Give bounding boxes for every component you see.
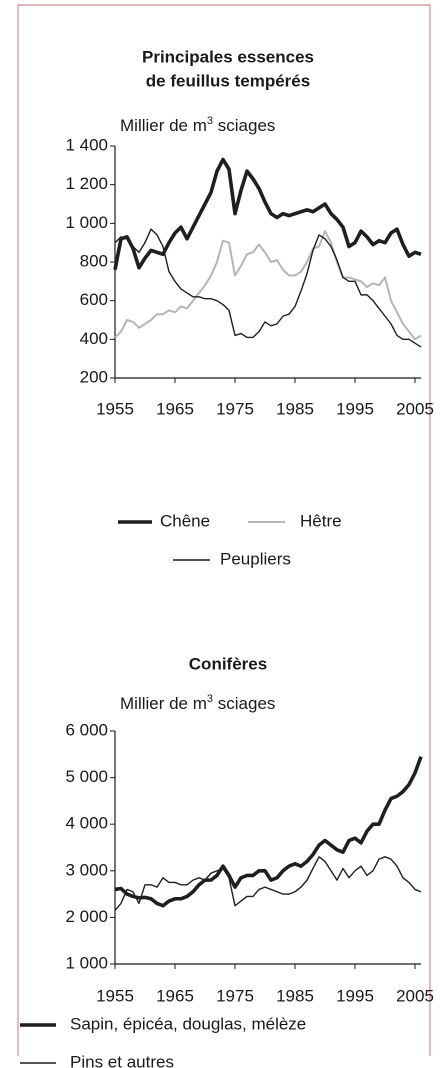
chart-title: de feuillus tempérés [146, 71, 310, 90]
y-tick-label: 1 400 [65, 135, 108, 154]
x-tick-label: 1965 [156, 986, 194, 1005]
y-tick-label: 200 [80, 367, 108, 386]
x-tick-label: 2005 [396, 986, 434, 1005]
y-tick-label: 1 000 [65, 953, 108, 972]
x-tick-label: 2005 [396, 399, 434, 418]
y-tick-label: 1 200 [65, 174, 108, 193]
x-tick-label: 1975 [216, 399, 254, 418]
x-tick-label: 1985 [276, 399, 314, 418]
legend-label: Peupliers [220, 549, 291, 568]
y-tick-label: 600 [80, 290, 108, 309]
legend-label: Sapin, épicéa, douglas, mélèze [70, 1014, 306, 1033]
series-line [114, 756, 423, 908]
x-tick-label: 1995 [336, 399, 374, 418]
chart-title: Conifères [189, 654, 267, 673]
y-tick-label: 5 000 [65, 767, 108, 786]
frame [17, 4, 431, 1056]
x-tick-label: 1985 [276, 986, 314, 1005]
y-axis-label: Millier de m3 sciages [120, 693, 275, 714]
y-tick-label: 2 000 [65, 907, 108, 926]
y-tick-label: 4 000 [65, 814, 108, 833]
y-tick-label: 3 000 [65, 860, 108, 879]
legend-label: Chêne [160, 511, 210, 530]
x-tick-label: 1955 [96, 986, 134, 1005]
x-tick-label: 1965 [156, 399, 194, 418]
chart-title: Principales essences [142, 47, 314, 66]
y-tick-label: 800 [80, 251, 108, 270]
x-tick-label: 1995 [336, 986, 374, 1005]
series-line [114, 856, 422, 911]
y-tick-label: 6 000 [65, 720, 108, 739]
x-tick-label: 1955 [96, 399, 134, 418]
series-line [114, 228, 422, 348]
y-axis-label: Millier de m3 sciages [120, 115, 275, 136]
legend-label: Pins et autres [70, 1052, 174, 1068]
series-line [114, 230, 422, 341]
x-tick-label: 1975 [216, 986, 254, 1005]
y-tick-label: 400 [80, 329, 108, 348]
legend-label: Hêtre [300, 511, 342, 530]
series-line [113, 157, 422, 271]
y-tick-label: 1 000 [65, 213, 108, 232]
